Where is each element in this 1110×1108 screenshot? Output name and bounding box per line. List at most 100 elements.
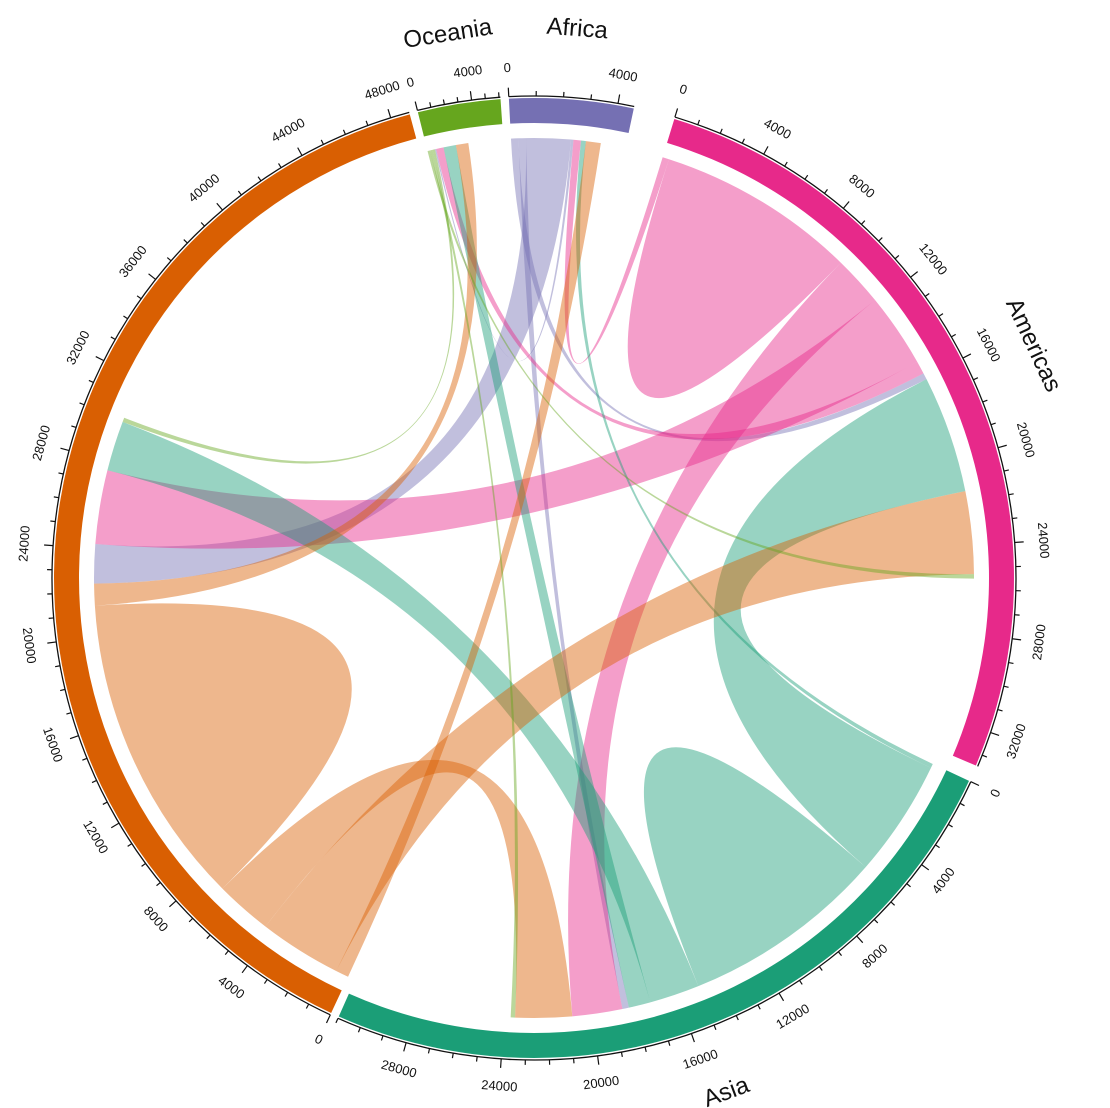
tick-asia	[947, 823, 953, 828]
ribbon-europe-to-europe	[94, 603, 352, 889]
tick-africa	[590, 94, 593, 100]
tick-asia	[856, 935, 864, 944]
tick-europe	[82, 757, 88, 761]
tick-americas	[741, 138, 745, 144]
tick-label-europe: 44000	[269, 115, 308, 146]
tick-oceania	[414, 101, 418, 111]
tick-asia	[778, 992, 785, 1002]
tick-americas	[973, 377, 979, 381]
tick-europe	[257, 176, 262, 182]
tick-americas	[878, 237, 883, 242]
tick-label-europe: 32000	[63, 328, 93, 367]
tick-europe	[127, 843, 133, 847]
tick-europe	[297, 147, 303, 156]
ribbon-asia-to-europe	[107, 421, 699, 1003]
ribbon-asia-to-americas	[713, 379, 966, 868]
tick-europe	[53, 496, 59, 499]
tick-americas	[962, 353, 972, 359]
tick-europe	[66, 712, 72, 715]
tick-label-africa: 4000	[608, 65, 639, 85]
tick-label-europe: 24000	[15, 525, 32, 562]
tick-label-americas: 28000	[1029, 623, 1048, 661]
tick-americas	[990, 731, 1000, 736]
tick-label-asia: 16000	[681, 1046, 720, 1072]
axis-americas	[674, 116, 1017, 767]
sector-label-oceania: Oceania	[402, 13, 495, 54]
tick-europe	[60, 447, 70, 452]
tick-label-americas: 4000	[761, 115, 794, 142]
tick-europe	[156, 882, 161, 887]
tick-label-europe: 36000	[116, 243, 150, 281]
tick-americas	[997, 444, 1007, 449]
tick-europe	[50, 520, 56, 523]
tick-europe	[263, 979, 268, 984]
tick-label-europe: 4000	[215, 973, 247, 1002]
tick-label-oceania: 4000	[452, 62, 483, 81]
tick-label-asia: 24000	[481, 1077, 518, 1094]
sector-arc-asia	[338, 770, 970, 1058]
tick-asia	[713, 1024, 717, 1030]
tick-label-americas: 32000	[1003, 722, 1029, 761]
tick-europe	[224, 950, 229, 956]
ribbon-asia-to-asia	[643, 747, 866, 987]
tick-americas	[1012, 517, 1018, 520]
sector-label-americas: Americas	[1000, 294, 1067, 396]
tick-label-americas: 8000	[846, 171, 878, 201]
tick-asia	[757, 1004, 761, 1010]
tick-asia	[935, 844, 940, 849]
tick-label-europe: 16000	[40, 725, 66, 764]
sector-label-asia: Asia	[700, 1071, 754, 1108]
tick-label-asia: 12000	[773, 1001, 812, 1032]
tick-europe	[365, 120, 369, 126]
tick-europe	[110, 336, 116, 340]
tick-europe	[148, 273, 157, 280]
tick-americas	[784, 161, 788, 167]
tick-oceania	[469, 91, 473, 101]
tick-label-asia: 0	[987, 787, 1004, 800]
tick-europe	[206, 934, 211, 940]
tick-americas	[894, 255, 900, 260]
tick-asia	[890, 901, 896, 906]
tick-oceania	[484, 93, 486, 99]
ribbon-oceania-to-europe	[122, 149, 455, 464]
tick-asia	[921, 864, 930, 871]
tick-americas	[990, 422, 996, 426]
ribbon-europe-to-americas	[265, 491, 974, 972]
tick-americas	[674, 108, 679, 118]
tick-label-europe: 0	[312, 1031, 325, 1048]
tick-europe	[342, 129, 346, 135]
tick-europe	[320, 139, 324, 145]
tick-oceania	[442, 99, 445, 105]
tick-europe	[102, 801, 108, 805]
tick-label-americas: 20000	[1014, 420, 1038, 459]
tick-asia	[970, 781, 980, 787]
tick-americas	[982, 754, 988, 758]
tick-europe	[69, 735, 79, 740]
tick-asia	[475, 1056, 478, 1062]
tick-americas	[1008, 661, 1014, 665]
tick-label-africa: 0	[503, 60, 511, 75]
tick-europe	[60, 688, 66, 692]
tick-europe	[91, 779, 97, 784]
tick-asia	[620, 1051, 623, 1058]
tick-label-europe: 48000	[363, 78, 402, 103]
tick-americas	[938, 313, 944, 317]
tick-europe	[237, 190, 242, 196]
tick-label-americas: 24000	[1035, 522, 1053, 559]
tick-europe	[110, 822, 120, 829]
tick-europe	[183, 239, 188, 244]
tick-label-asia: 4000	[929, 865, 958, 897]
tick-asia	[596, 1055, 600, 1065]
tick-label-oceania: 0	[405, 74, 416, 90]
sector-arc-europe	[54, 114, 417, 1014]
tick-asia	[451, 1053, 454, 1059]
tick-americas	[997, 708, 1003, 712]
tick-europe	[55, 665, 61, 668]
tick-asia	[798, 979, 803, 985]
tick-americas	[824, 189, 828, 194]
tick-americas	[860, 220, 866, 225]
tick-label-europe: 12000	[80, 817, 111, 856]
tick-americas	[982, 399, 988, 403]
tick-europe	[47, 641, 57, 644]
tick-europe	[200, 222, 206, 227]
